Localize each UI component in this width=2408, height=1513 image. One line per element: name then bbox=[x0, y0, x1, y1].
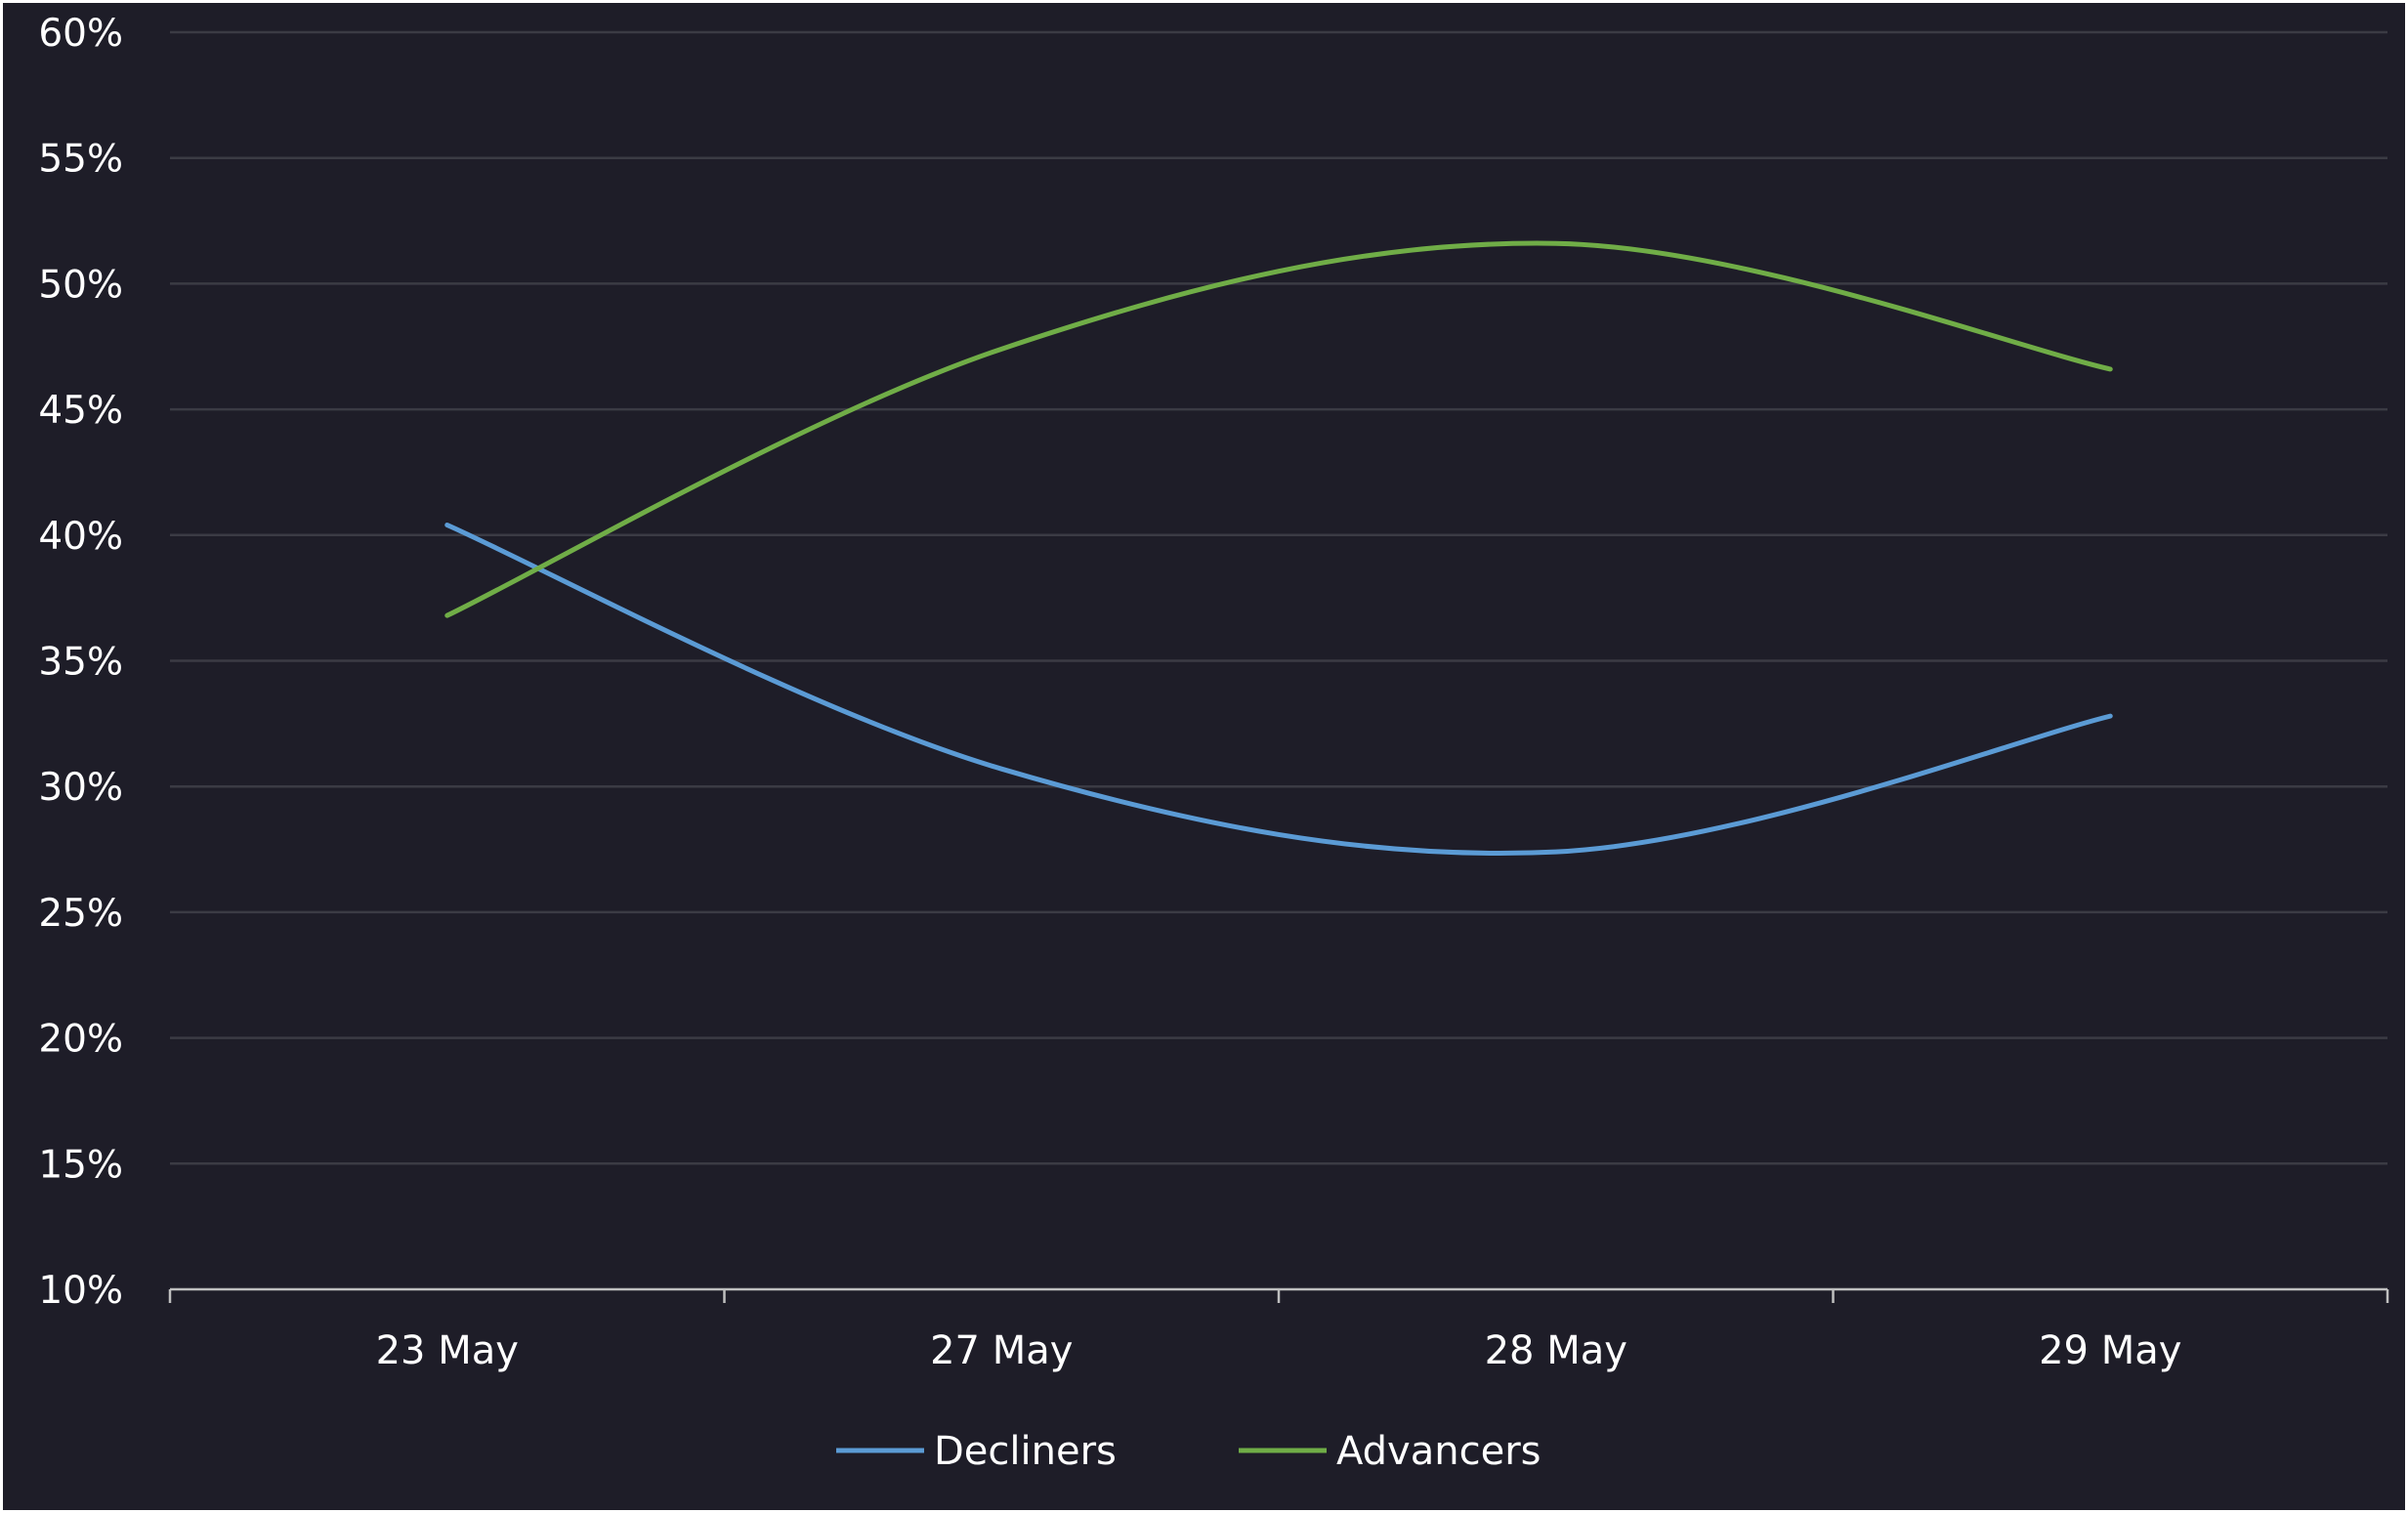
x-tick-label: 23 May bbox=[376, 1328, 519, 1373]
y-tick-label: 25% bbox=[38, 892, 123, 936]
y-tick-label: 55% bbox=[38, 138, 123, 182]
y-tick-label: 35% bbox=[38, 641, 123, 685]
y-tick-label: 60% bbox=[38, 12, 123, 56]
series-lines bbox=[444, 240, 2113, 856]
series-line-decliners bbox=[444, 523, 2113, 856]
y-axis-ticks: 10% 15% 20% 25% 30% 35% 40% 45% 50% 55% 60% bbox=[38, 12, 123, 1313]
series-line-advancers bbox=[444, 240, 2113, 618]
y-tick-label: 50% bbox=[38, 263, 123, 307]
line-chart: 10% 15% 20% 25% 30% 35% 40% 45% 50% 55% 60% 23 May… bbox=[38, 12, 2389, 1474]
x-axis: 23 May 27 May 28 May 29 May bbox=[168, 1287, 2389, 1373]
x-tick-label: 29 May bbox=[2039, 1328, 2181, 1373]
y-tick-label: 45% bbox=[38, 389, 123, 433]
y-tick-label: 30% bbox=[38, 766, 123, 810]
y-tick-label: 20% bbox=[38, 1018, 123, 1062]
legend-label: Advancers bbox=[1336, 1429, 1541, 1474]
gridlines bbox=[170, 30, 2387, 1165]
x-tick-label: 27 May bbox=[930, 1328, 1073, 1373]
y-tick-label: 40% bbox=[38, 515, 123, 559]
x-tick-label: 28 May bbox=[1485, 1328, 1627, 1373]
legend-label: Decliners bbox=[934, 1429, 1117, 1474]
y-tick-label: 10% bbox=[38, 1269, 123, 1313]
chart-frame: 10% 15% 20% 25% 30% 35% 40% 45% 50% 55% 60% 23 May… bbox=[3, 3, 2405, 1510]
legend: Decliners Advancers bbox=[836, 1429, 1541, 1474]
y-tick-label: 15% bbox=[38, 1143, 123, 1187]
